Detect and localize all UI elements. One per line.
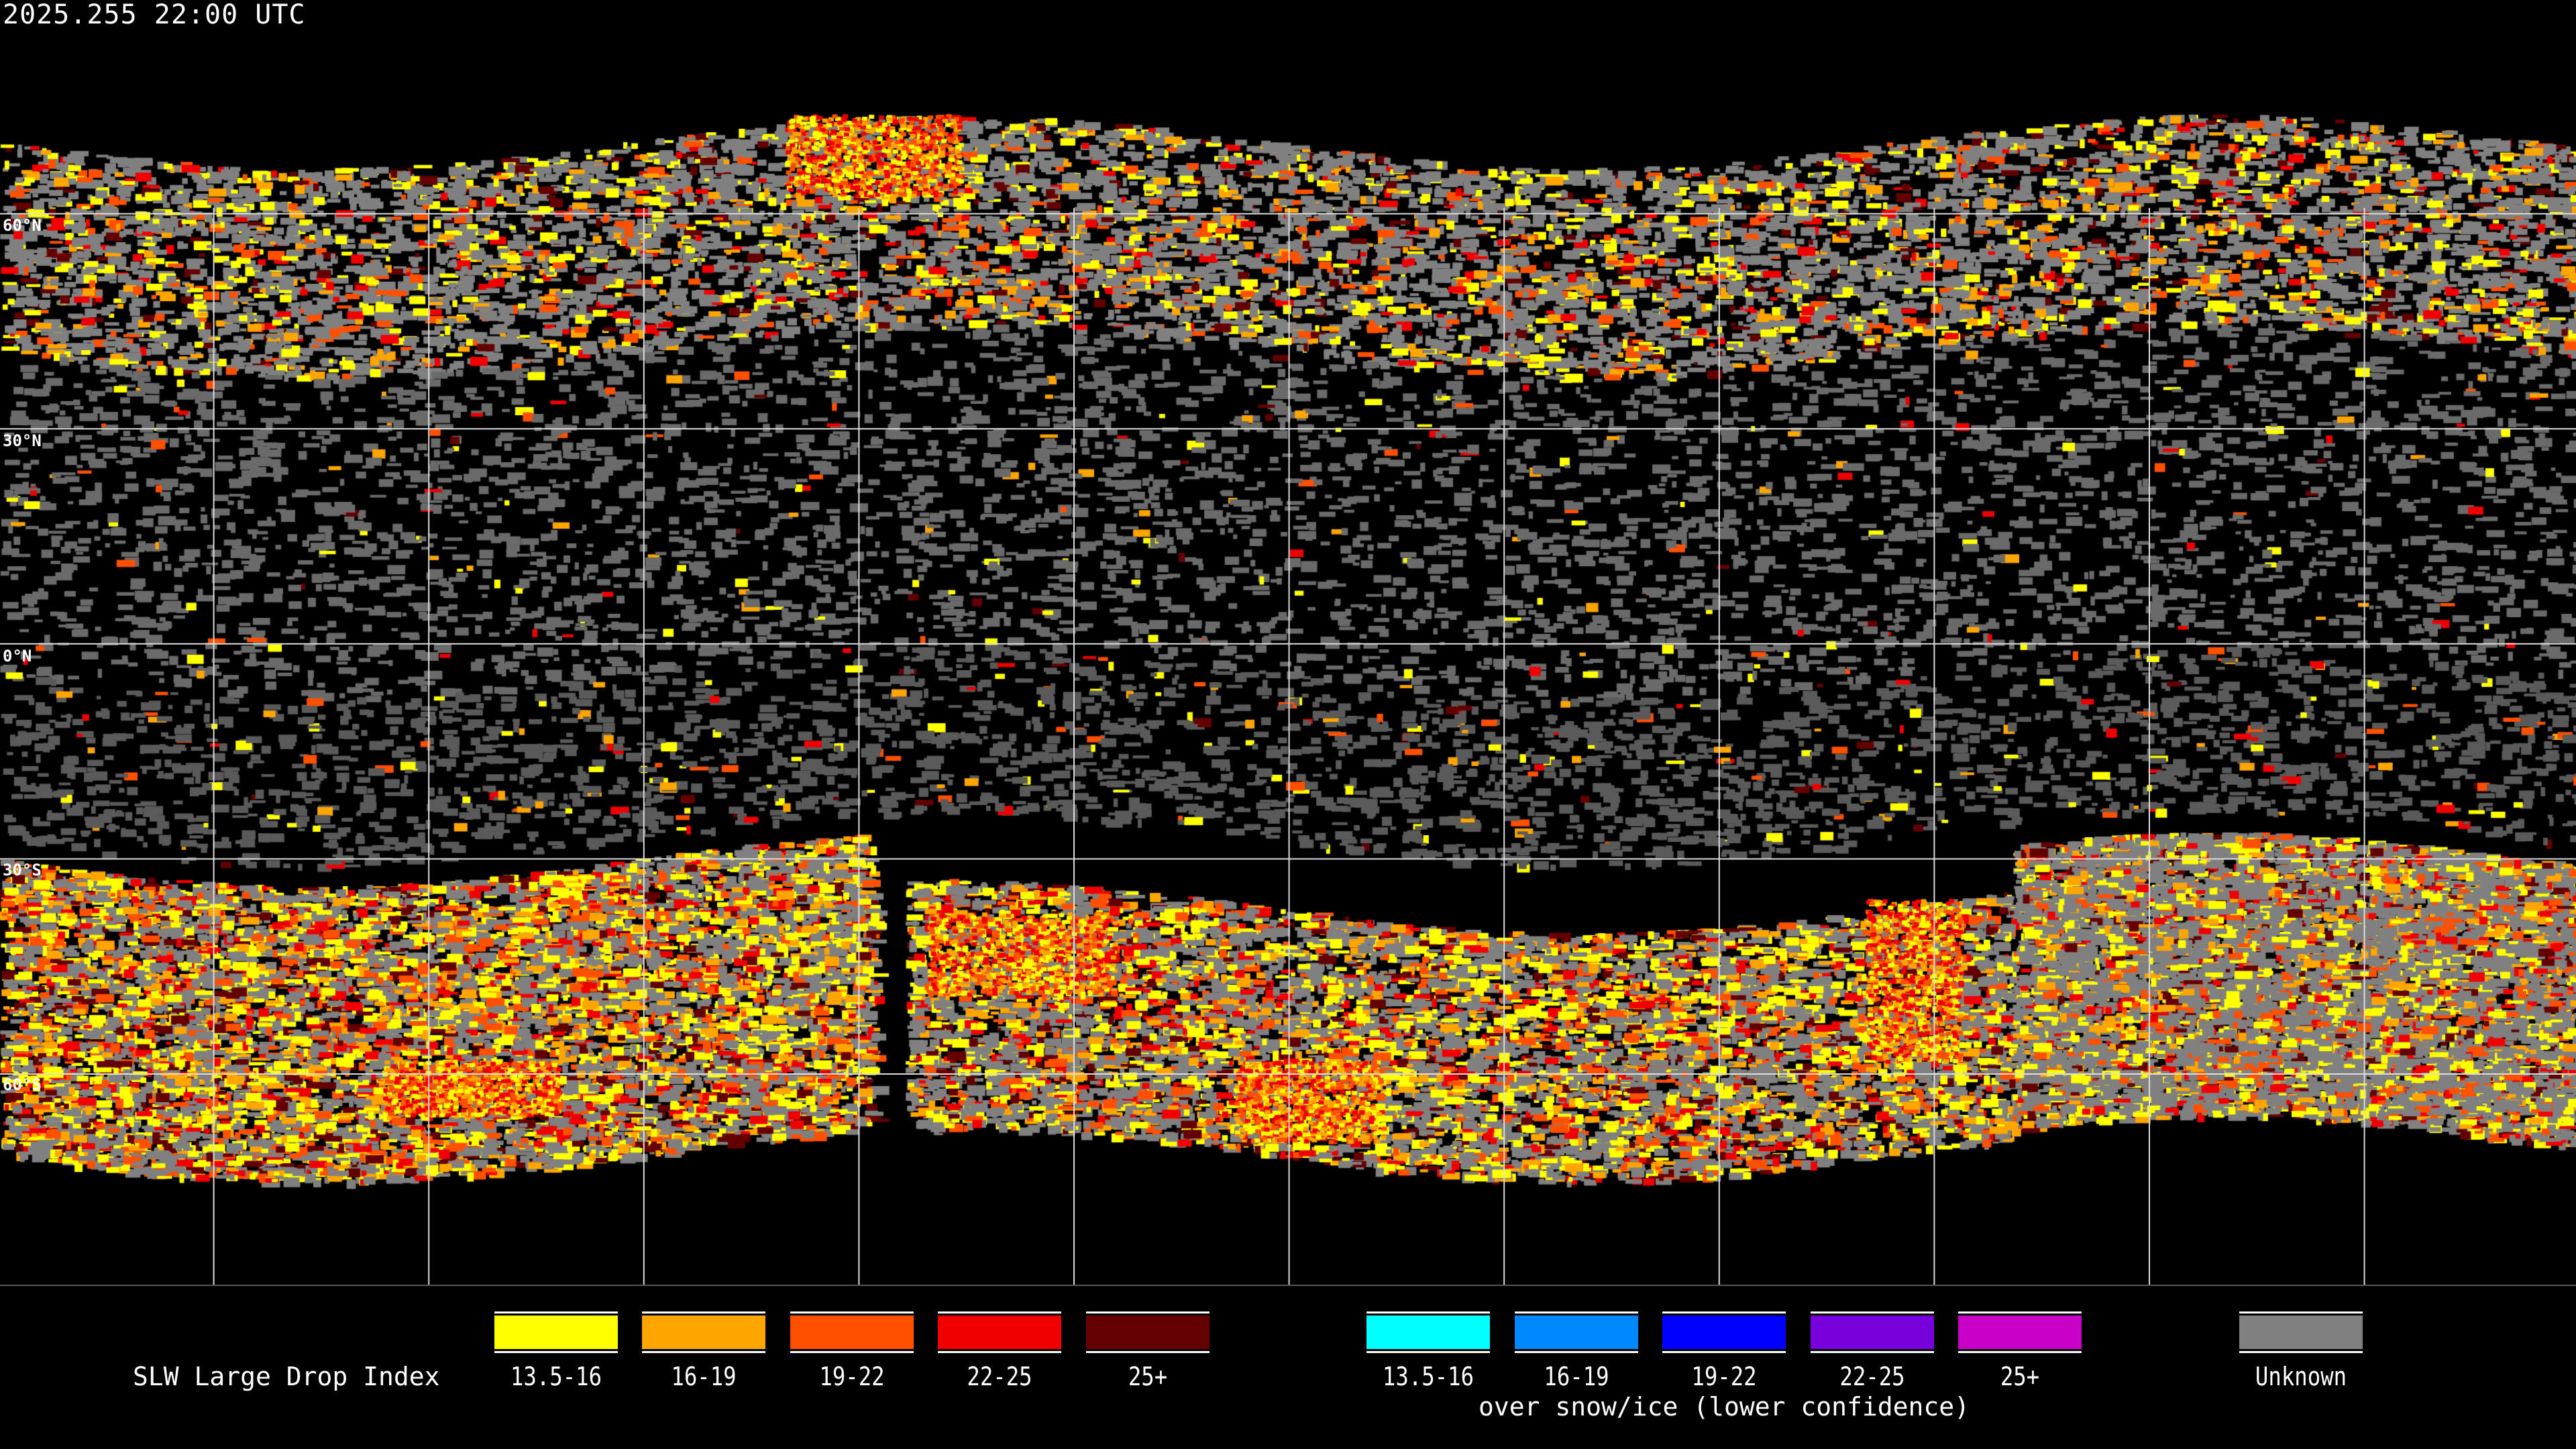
lat-label-30s: 30°S: [3, 861, 42, 879]
lat-label-60s: 60°S: [3, 1075, 42, 1094]
lat-lon-grid: [0, 208, 2576, 1285]
swatch-primary-5: [1086, 1311, 1210, 1353]
swatch-unknown: [2239, 1311, 2363, 1353]
swatch-snow-5: [1958, 1311, 2082, 1353]
label-snow-5: 25+: [2000, 1362, 2040, 1391]
snow-ice-caption: over snow/ice (lower confidence): [1478, 1392, 1970, 1421]
lat-label-30n: 30°N: [3, 431, 42, 450]
swatch-primary-2: [642, 1311, 765, 1353]
lat-label-60n: 60°N: [3, 216, 42, 235]
label-snow-2: 16-19: [1544, 1362, 1609, 1391]
swatch-snow-1: [1366, 1311, 1490, 1353]
label-primary-3: 19-22: [819, 1362, 885, 1391]
lat-label-0n: 0°N: [3, 647, 32, 665]
label-primary-4: 22-25: [967, 1362, 1032, 1391]
swatch-primary-3: [790, 1311, 914, 1353]
swatch-primary-4: [938, 1311, 1061, 1353]
swatch-primary-1: [494, 1311, 618, 1353]
label-primary-2: 16-19: [671, 1362, 737, 1391]
swatch-snow-3: [1662, 1311, 1786, 1353]
label-snow-1: 13.5-16: [1382, 1362, 1474, 1391]
satellite-map: 2025.255 22:00 UTC 60°N 30°N 0°N 30°S 60…: [0, 0, 2576, 1286]
label-snow-3: 19-22: [1691, 1362, 1757, 1391]
timestamp-title: 2025.255 22:00 UTC: [3, 0, 306, 30]
label-unknown: Unknown: [2255, 1362, 2347, 1391]
label-primary-5: 25+: [1128, 1362, 1168, 1391]
label-primary-1: 13.5-16: [510, 1362, 602, 1391]
legend-title: SLW Large Drop Index: [133, 1362, 440, 1391]
label-snow-4: 22-25: [1839, 1362, 1905, 1391]
swatch-snow-2: [1515, 1311, 1638, 1353]
swatch-snow-4: [1811, 1311, 1934, 1353]
